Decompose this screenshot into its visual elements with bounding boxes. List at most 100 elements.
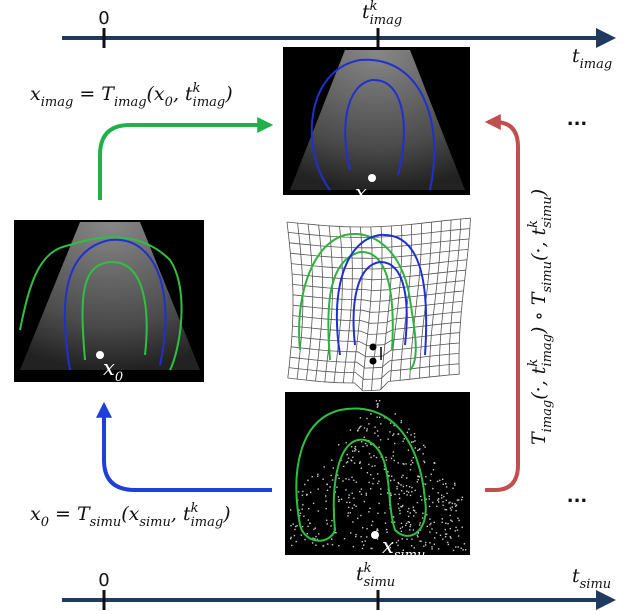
speckle — [376, 529, 378, 532]
speckle — [416, 534, 419, 536]
speckle — [417, 532, 419, 534]
speckle — [377, 512, 379, 514]
speckle — [451, 506, 453, 508]
speckle — [327, 543, 329, 545]
speckle — [402, 440, 404, 443]
grid-line — [287, 373, 460, 392]
formula-sub: simu — [580, 577, 612, 592]
speckle — [360, 514, 362, 517]
speckle — [357, 429, 359, 431]
formula-base: ) — [224, 83, 232, 105]
speckle — [371, 520, 374, 523]
formula-base: x — [382, 534, 394, 558]
grid-line — [438, 219, 452, 376]
speckle — [429, 524, 431, 526]
speckle — [429, 518, 431, 520]
speckle — [449, 527, 451, 530]
speckle — [458, 519, 460, 522]
speckle — [363, 500, 366, 503]
speckle — [290, 509, 292, 511]
speckle — [405, 463, 407, 465]
speckle — [452, 487, 454, 489]
speckle — [354, 447, 356, 450]
speckle — [441, 521, 443, 523]
speckle — [363, 544, 365, 546]
speckle — [426, 525, 428, 528]
speckle — [418, 448, 420, 451]
speckle — [322, 545, 325, 547]
grid-line — [342, 226, 353, 383]
speckle — [437, 499, 439, 501]
speckle — [307, 525, 309, 528]
speckle — [370, 413, 372, 415]
formula-sub: 0 — [115, 370, 123, 385]
speckle — [400, 490, 403, 492]
speckle — [447, 523, 449, 525]
speckle — [413, 515, 415, 517]
speckle — [361, 441, 363, 443]
speckle — [334, 532, 336, 534]
speckle — [357, 430, 359, 432]
speckle — [383, 468, 386, 470]
speckle — [413, 547, 415, 549]
speckle — [426, 514, 428, 516]
speckle — [353, 462, 356, 464]
speckle — [378, 502, 380, 505]
speckle — [293, 534, 296, 537]
formula-sub: simu — [394, 548, 426, 563]
speckle — [397, 544, 399, 547]
speckle — [423, 460, 425, 462]
speckle — [307, 479, 309, 481]
speckle — [336, 486, 338, 488]
speckle — [417, 536, 419, 538]
speckle — [331, 459, 333, 461]
speckle — [369, 507, 371, 509]
speckle — [400, 419, 403, 422]
speckle — [359, 462, 361, 464]
formula-sup: k — [370, 0, 378, 14]
speckle — [461, 499, 463, 501]
speckle — [441, 494, 443, 496]
grid-line — [324, 225, 333, 382]
speckle — [318, 533, 320, 535]
speckle — [463, 543, 466, 545]
speckle — [414, 510, 416, 512]
speckle — [412, 506, 414, 508]
speckle — [437, 480, 439, 483]
speckle — [349, 429, 352, 431]
speckle — [384, 417, 386, 419]
speckle — [411, 441, 413, 443]
speckle — [391, 475, 393, 477]
speckle — [412, 509, 415, 511]
speckle — [363, 427, 366, 429]
speckle — [393, 424, 395, 427]
speckle — [408, 486, 411, 488]
speckle — [352, 456, 354, 458]
speckle — [378, 446, 380, 448]
speckle — [338, 444, 340, 446]
speckle — [302, 504, 304, 506]
speckle — [363, 436, 365, 438]
formula-base: x — [355, 181, 367, 205]
speckle — [421, 517, 424, 519]
speckle — [414, 447, 416, 449]
speckle — [348, 496, 350, 499]
speckle — [306, 533, 309, 535]
speckle — [443, 495, 445, 498]
formula-base: (x — [147, 83, 165, 105]
speckle — [407, 521, 409, 523]
speckle — [409, 529, 411, 531]
speckle — [438, 501, 440, 503]
speckle — [378, 400, 381, 402]
speckle — [337, 496, 340, 498]
formula-base: (·, t — [528, 227, 550, 261]
speckle — [348, 494, 350, 496]
speckle — [444, 528, 446, 531]
speckle — [355, 481, 357, 483]
point-label: ximag — [355, 181, 399, 210]
speckle — [377, 405, 379, 407]
speckle — [444, 536, 447, 538]
speckle — [358, 427, 360, 430]
speckle — [456, 499, 459, 501]
simu-image — [285, 392, 470, 555]
